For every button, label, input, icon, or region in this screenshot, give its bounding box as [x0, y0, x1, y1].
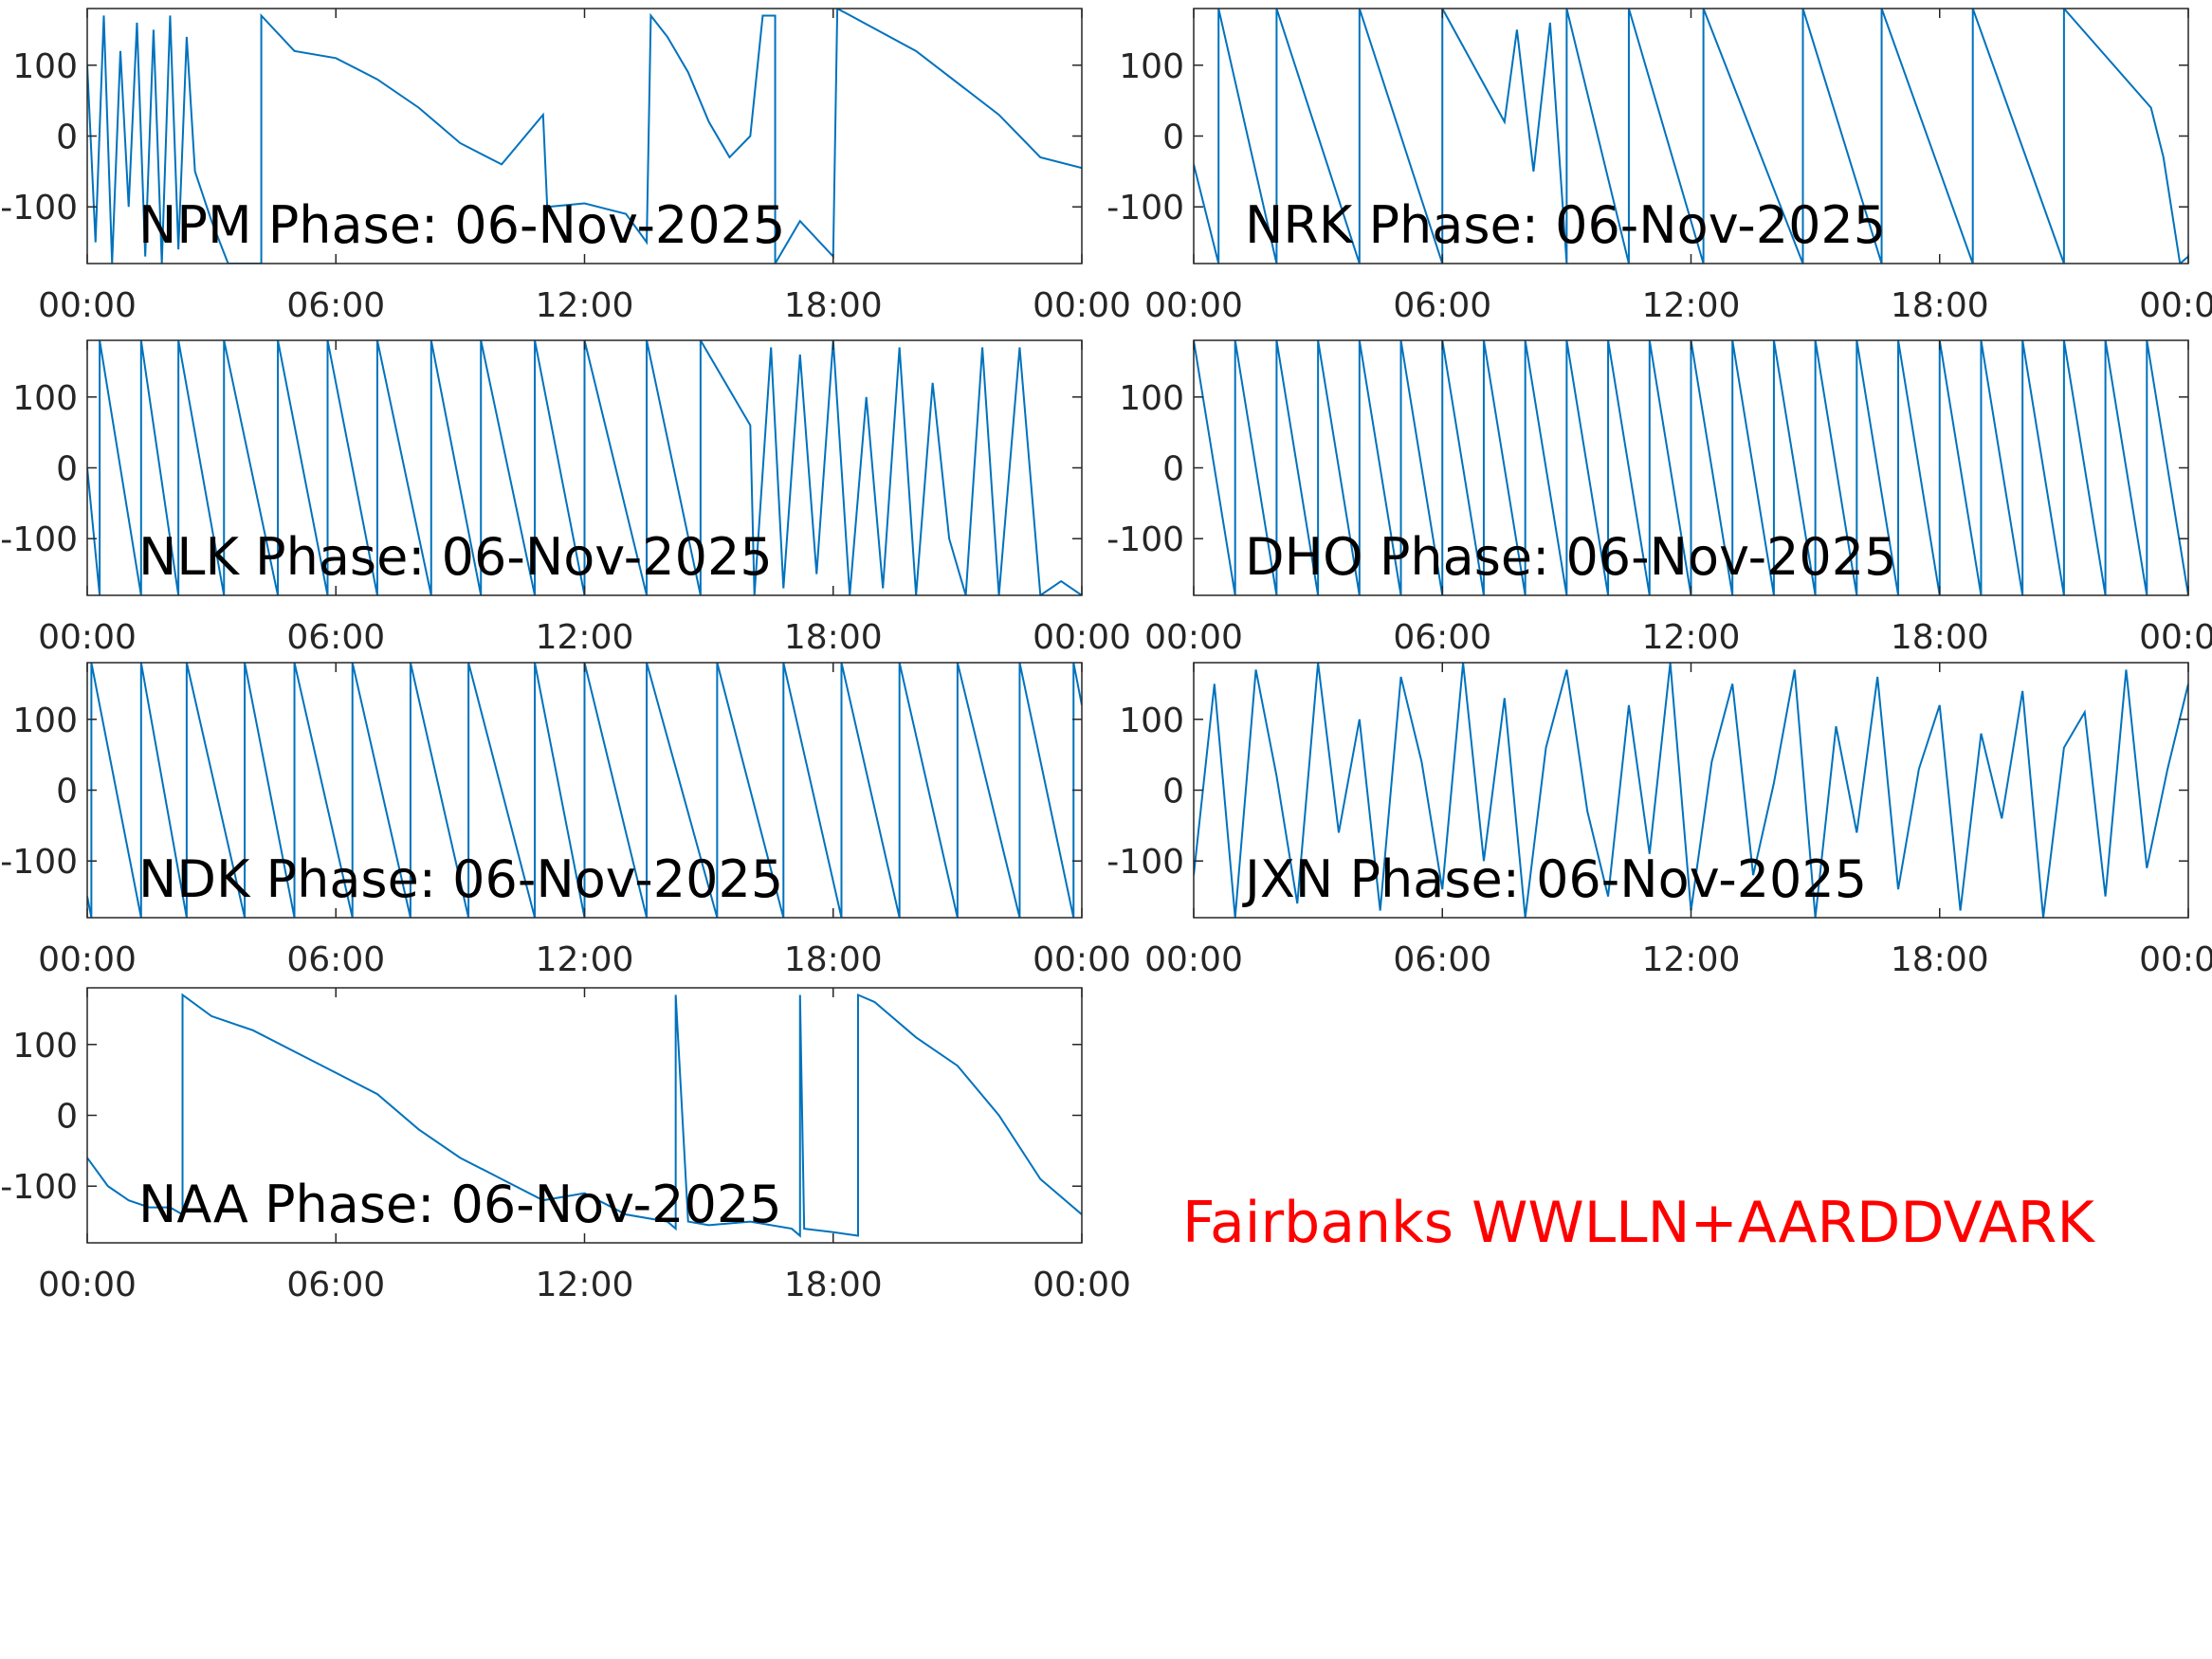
subplot: -100 0 100 00:00 06:00 12:00 18:00 00:00 JXN Pha… — [1106, 662, 2212, 979]
x-tick-label: 00:00 — [1033, 618, 1131, 657]
y-tick-label: -100 — [0, 520, 78, 559]
x-tick-label: 12:00 — [536, 940, 634, 979]
y-tick-label: -100 — [0, 843, 78, 882]
x-tick-label: 00:00 — [1033, 1266, 1131, 1304]
y-tick-label: 100 — [1119, 379, 1184, 418]
x-tick-label: 18:00 — [784, 940, 883, 979]
y-tick-label: 0 — [1162, 773, 1184, 811]
chart-title: NLK Phase: 06-Nov-2025 — [138, 527, 773, 587]
axes-background — [1194, 663, 2188, 918]
x-tick-label: 06:00 — [286, 286, 385, 325]
y-tick-label: -100 — [0, 1168, 78, 1207]
y-tick-label: 100 — [12, 379, 78, 418]
y-tick-label: 100 — [12, 47, 78, 86]
chart-title: JXN Phase: 06-Nov-2025 — [1242, 849, 1867, 909]
x-tick-label: 00:00 — [38, 1266, 137, 1304]
y-tick-label: 100 — [12, 702, 78, 740]
x-tick-label: 12:00 — [536, 618, 634, 657]
phase-line — [87, 663, 1082, 918]
y-tick-label: 0 — [56, 1098, 78, 1137]
y-tick-label: -100 — [0, 189, 78, 228]
x-tick-label: 12:00 — [1642, 618, 1741, 657]
x-tick-label: 06:00 — [1393, 286, 1491, 325]
chart-title: NPM Phase: 06-Nov-2025 — [138, 195, 785, 255]
x-tick-label: 18:00 — [784, 1266, 883, 1304]
x-tick-label: 18:00 — [784, 286, 883, 325]
y-tick-label: -100 — [1106, 843, 1184, 882]
y-tick-label: 0 — [1162, 118, 1184, 157]
y-tick-label: -100 — [1106, 189, 1184, 228]
x-tick-label: 06:00 — [286, 618, 385, 657]
x-tick-label: 12:00 — [1642, 286, 1741, 325]
x-tick-label: 00:00 — [1033, 286, 1131, 325]
phase-line — [1194, 340, 2188, 595]
x-tick-label: 00:00 — [2139, 940, 2212, 979]
x-tick-label: 18:00 — [1891, 618, 1989, 657]
phase-line — [87, 993, 1082, 1238]
x-tick-label: 00:00 — [2139, 618, 2212, 657]
plot-area — [87, 993, 1082, 1238]
y-tick-label: 100 — [1119, 47, 1184, 86]
x-tick-label: 12:00 — [536, 1266, 634, 1304]
x-tick-label: 00:00 — [1144, 618, 1243, 657]
x-tick-label: 06:00 — [286, 940, 385, 979]
plot-area — [87, 9, 1082, 264]
x-tick-label: 00:00 — [38, 940, 137, 979]
x-tick-label: 00:00 — [1033, 940, 1131, 979]
x-tick-label: 18:00 — [1891, 940, 1989, 979]
x-tick-label: 18:00 — [1891, 286, 1989, 325]
y-tick-label: 0 — [1162, 450, 1184, 489]
plot-area — [1194, 340, 2188, 595]
x-tick-label: 18:00 — [784, 618, 883, 657]
y-tick-label: 100 — [12, 1027, 78, 1066]
x-tick-label: 00:00 — [1144, 286, 1243, 325]
y-tick-label: 0 — [56, 773, 78, 811]
chart-title: DHO Phase: 06-Nov-2025 — [1245, 527, 1897, 587]
x-tick-label: 00:00 — [38, 286, 137, 325]
y-tick-label: 100 — [1119, 702, 1184, 740]
figure-note: Fairbanks WWLLN+AARDDVARK — [1182, 1190, 2095, 1256]
x-tick-label: 12:00 — [1642, 940, 1741, 979]
y-tick-label: -100 — [1106, 520, 1184, 559]
x-tick-label: 06:00 — [1393, 940, 1491, 979]
phase-line — [87, 340, 1082, 595]
y-tick-label: 0 — [56, 450, 78, 489]
phase-line — [87, 9, 1082, 264]
plot-area — [87, 663, 1082, 918]
x-tick-label: 06:00 — [1393, 618, 1491, 657]
x-tick-label: 00:00 — [38, 618, 137, 657]
chart-title: NDK Phase: 06-Nov-2025 — [138, 849, 783, 909]
chart-title: NAA Phase: 06-Nov-2025 — [138, 1175, 782, 1234]
y-tick-label: 0 — [56, 118, 78, 157]
plot-area — [87, 340, 1082, 595]
x-tick-label: 12:00 — [536, 286, 634, 325]
x-tick-label: 00:00 — [1144, 940, 1243, 979]
x-tick-label: 06:00 — [286, 1266, 385, 1304]
x-tick-label: 00:00 — [2139, 286, 2212, 325]
chart-title: NRK Phase: 06-Nov-2025 — [1245, 195, 1886, 255]
